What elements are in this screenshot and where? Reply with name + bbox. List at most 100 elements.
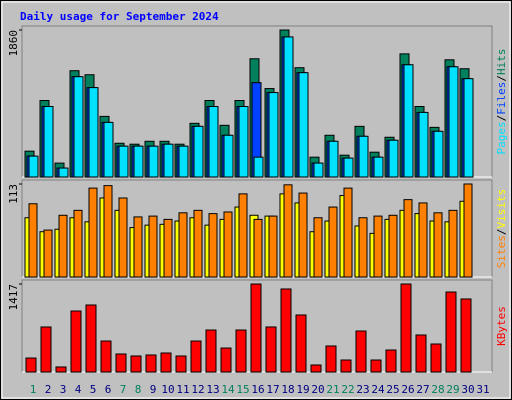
bar [115,353,127,373]
x-tick-label: 2 [45,383,52,396]
bar [388,139,399,178]
x-tick-label: 28 [431,383,444,396]
legend-entry: Pages [495,121,508,154]
bar [250,283,262,373]
bar [43,106,54,178]
bar [283,184,293,278]
x-tick-label: 29 [446,383,459,396]
bar [55,366,67,373]
bar [418,111,429,178]
bar [133,216,143,278]
bar [43,229,53,278]
bar [100,340,112,373]
bar [283,36,294,178]
bar [175,355,187,373]
bar [265,326,277,373]
x-tick-label: 20 [311,383,324,396]
bar [298,72,309,178]
bar [160,352,172,373]
legend: Sites/Visits [495,189,508,269]
x-tick-label: 12 [191,383,204,396]
x-tick-label: 13 [206,383,219,396]
bar [148,215,158,278]
bar [88,187,98,278]
bar [280,288,292,373]
x-tick-label: 25 [386,383,399,396]
x-tick-label: 27 [416,383,429,396]
bar [343,157,354,178]
bar [433,130,444,178]
bar [403,64,414,178]
x-tick-label: 10 [161,383,174,396]
legend-separator: / [495,75,508,82]
legend-entry: KBytes [495,306,508,346]
bar [208,213,218,278]
bar [148,145,159,178]
x-tick-label: 24 [371,383,385,396]
bar [253,156,264,178]
bar [58,214,68,278]
bar [313,162,324,178]
bar [463,183,473,278]
bar [40,326,52,373]
bar [448,66,459,178]
bar [268,92,279,178]
x-tick-label: 1 [30,383,37,396]
x-tick-label: 26 [401,383,414,396]
bar [70,310,82,373]
bar [268,215,278,278]
bar [310,364,322,373]
legend-entry: Hits [495,49,508,76]
bar [445,291,457,373]
bar [28,155,39,178]
bar [103,121,114,178]
bar [85,304,97,373]
x-tick-label: 23 [356,383,369,396]
bar [178,212,188,278]
bar [163,143,174,178]
bar [103,185,113,278]
bar [358,135,369,178]
x-tick-label: 5 [90,383,97,396]
bar [238,106,249,178]
bar [190,340,202,373]
x-tick-label: 3 [60,383,67,396]
bar [433,212,443,278]
x-tick-label: 22 [341,383,354,396]
bar [238,193,248,278]
x-tick-label: 31 [476,383,489,396]
legend-entry: Visits [495,189,508,229]
bar [235,329,247,373]
bar [298,192,308,278]
x-tick-label: 17 [266,383,279,396]
bar [118,145,129,178]
bar [118,197,128,278]
bar [403,199,413,278]
bar [358,217,368,278]
bar [388,214,398,278]
bar [460,298,472,373]
y-tick-label: 113 [7,184,20,204]
x-tick-label: 11 [176,383,189,396]
bar [223,134,234,178]
bar [373,156,384,178]
bar [220,347,232,373]
x-tick-label: 30 [461,383,474,396]
bar [328,140,339,178]
bar [295,314,307,373]
bar [313,217,323,278]
bar [133,145,144,178]
x-tick-label: 4 [75,383,82,396]
bar [253,218,263,278]
bar [370,359,382,373]
x-tick-label: 8 [135,383,142,396]
bar [400,283,412,373]
bar [193,125,204,178]
legend: KBytes [495,306,508,346]
bar [355,330,367,373]
y-tick-label: 1860 [7,30,20,57]
legend-entry: Files [495,82,508,115]
bar [430,343,442,373]
